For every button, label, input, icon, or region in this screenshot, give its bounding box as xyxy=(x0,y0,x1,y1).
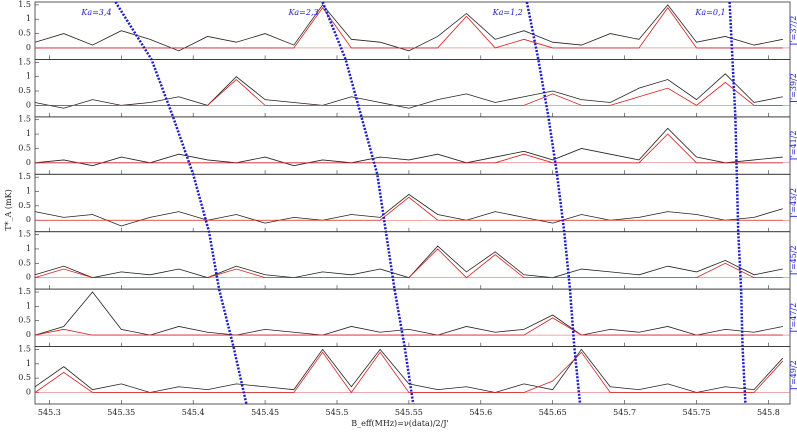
panel-label: J'=41/2 xyxy=(789,131,797,162)
spectrum-line xyxy=(34,351,784,394)
panel-frame xyxy=(34,173,791,233)
spectrum-line xyxy=(34,245,783,279)
y-tick-label: 0.5 xyxy=(18,86,31,95)
panel-label: J'=47/2 xyxy=(789,303,797,334)
y-tick-label: 0.5 xyxy=(18,373,31,382)
y-tick-label: 1.5 xyxy=(18,230,31,239)
y-tick-label: 0.5 xyxy=(18,143,31,152)
x-tick-label: 545.75 xyxy=(683,408,711,417)
y-tick-label: 0 xyxy=(26,158,31,167)
y-axis-label: T*_A (mK) xyxy=(4,189,13,230)
panel-frame xyxy=(34,288,791,347)
y-tick-label: 0 xyxy=(26,215,31,224)
panel-frame xyxy=(34,59,791,118)
spectrum-line xyxy=(34,193,783,227)
x-tick-label: 545.55 xyxy=(395,408,423,417)
spectrum-line xyxy=(35,78,783,106)
panel-label: J'=39/2 xyxy=(789,73,797,104)
guide-line xyxy=(525,1,582,405)
y-tick-label: 1.5 xyxy=(18,115,31,124)
panel-label: J'=45/2 xyxy=(789,245,797,276)
x-axis-label: B_eff(MHz)=ν(data)/2/J' xyxy=(351,419,449,428)
guide-label: Ka=1,2 xyxy=(492,8,523,17)
y-tick-label: 1 xyxy=(26,72,31,81)
y-tick-label: 0 xyxy=(26,43,31,52)
y-tick-label: 0.5 xyxy=(18,201,31,210)
y-tick-label: 0 xyxy=(26,100,31,109)
y-tick-label: 1.5 xyxy=(18,0,31,9)
spectrum-line xyxy=(34,317,783,336)
guide-label: Ka=3,4 xyxy=(80,8,111,17)
y-tick-label: 1 xyxy=(26,187,31,196)
spectrum-line xyxy=(34,73,783,109)
x-tick-label: 545.65 xyxy=(539,408,567,417)
y-tick-label: 0 xyxy=(26,388,31,397)
guide-line xyxy=(321,1,415,405)
panel-label: J'=43/2 xyxy=(789,188,797,219)
guide-line xyxy=(114,1,248,405)
spectrum-line xyxy=(35,133,783,164)
x-tick-label: 545.8 xyxy=(757,408,780,417)
x-tick-label: 545.5 xyxy=(326,408,349,417)
y-tick-label: 1.5 xyxy=(18,172,31,181)
guide-label: Ka=2,3 xyxy=(287,8,318,17)
spectrum-line xyxy=(34,348,784,393)
y-tick-label: 1.5 xyxy=(18,344,31,353)
guide-line xyxy=(728,1,747,405)
panel-frame xyxy=(34,346,791,405)
panel-frame xyxy=(34,231,791,290)
spectrum-line xyxy=(34,4,783,52)
y-tick-label: 0.5 xyxy=(18,316,31,325)
x-tick-label: 545.6 xyxy=(469,408,492,417)
y-tick-label: 1 xyxy=(26,244,31,253)
x-tick-label: 545.45 xyxy=(251,408,279,417)
y-tick-label: 1.5 xyxy=(18,287,31,296)
guide-label: Ka=0,1 xyxy=(694,8,725,17)
y-tick-label: 0.5 xyxy=(18,258,31,267)
spectrum-line xyxy=(34,127,783,167)
panel-frame xyxy=(34,116,791,175)
x-tick-label: 545.3 xyxy=(38,408,61,417)
y-tick-label: 1 xyxy=(26,14,31,23)
spectrum-line xyxy=(34,248,783,279)
spectrum-line xyxy=(35,7,783,49)
y-tick-label: 1.5 xyxy=(18,57,31,66)
panel-label: J'=49/2 xyxy=(789,360,797,391)
y-tick-label: 1 xyxy=(26,129,31,138)
x-tick-label: 545.35 xyxy=(107,408,135,417)
panel-label: J'=37/2 xyxy=(789,16,797,47)
spectrum-line xyxy=(34,291,783,336)
y-tick-label: 1 xyxy=(26,359,31,368)
x-tick-label: 545.4 xyxy=(182,408,205,417)
x-tick-label: 545.7 xyxy=(613,408,636,417)
y-tick-label: 1 xyxy=(26,301,31,310)
y-tick-label: 0 xyxy=(26,330,31,339)
y-tick-label: 0 xyxy=(26,273,31,282)
y-tick-label: 0.5 xyxy=(18,29,31,38)
panel-frame xyxy=(34,1,791,60)
spectrum-line xyxy=(35,196,783,221)
